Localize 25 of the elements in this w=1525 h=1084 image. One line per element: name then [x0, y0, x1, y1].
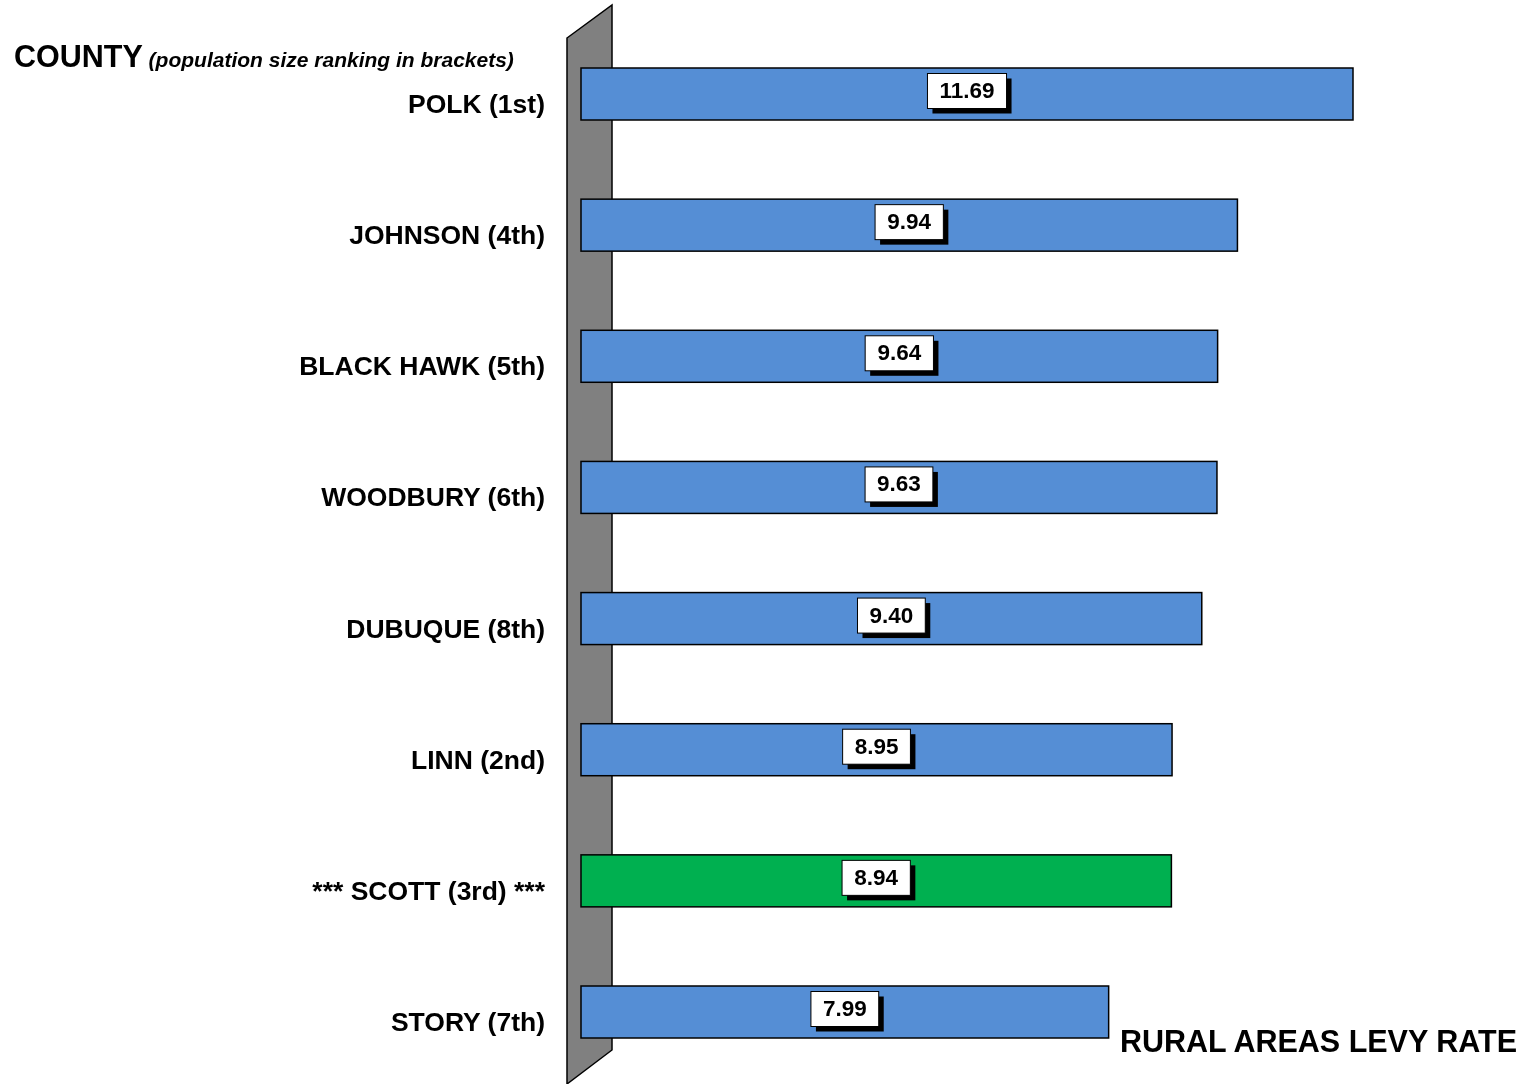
bar — [580, 722, 1173, 777]
bar — [580, 198, 1239, 252]
y-tick-label: DUBUQUE (8th) — [346, 613, 545, 644]
data-label: 9.94 — [887, 209, 932, 235]
data-label: 9.64 — [877, 340, 922, 366]
y-tick-label: LINN (2nd) — [411, 744, 545, 775]
y-tick-label: STORY (7th) — [390, 1007, 545, 1037]
y-tick-label: WOODBURY (6th) — [321, 482, 545, 513]
y-tick-label: JOHNSON (4th) — [349, 220, 545, 251]
data-label: 11.69 — [939, 77, 995, 103]
data-label: 9.40 — [869, 602, 914, 628]
y-tick-label: *** SCOTT (3rd) *** — [312, 875, 546, 906]
bar — [580, 67, 1354, 121]
data-label: 8.95 — [854, 733, 899, 759]
x-axis-title: RURAL AREAS LEVY RATE — [1119, 1024, 1517, 1058]
bar — [580, 329, 1219, 384]
y-axis-title: COUNTY (population size ranking in brackets) — [14, 39, 514, 73]
bar — [580, 854, 1173, 908]
y-tick-label: POLK (1st) — [408, 89, 545, 119]
data-label: 8.94 — [854, 864, 899, 890]
data-label: 9.63 — [877, 471, 921, 497]
bar — [580, 460, 1218, 515]
y-tick-label: BLACK HAWK (5th) — [299, 351, 545, 382]
bar — [580, 591, 1203, 646]
data-label: 7.99 — [822, 995, 867, 1021]
